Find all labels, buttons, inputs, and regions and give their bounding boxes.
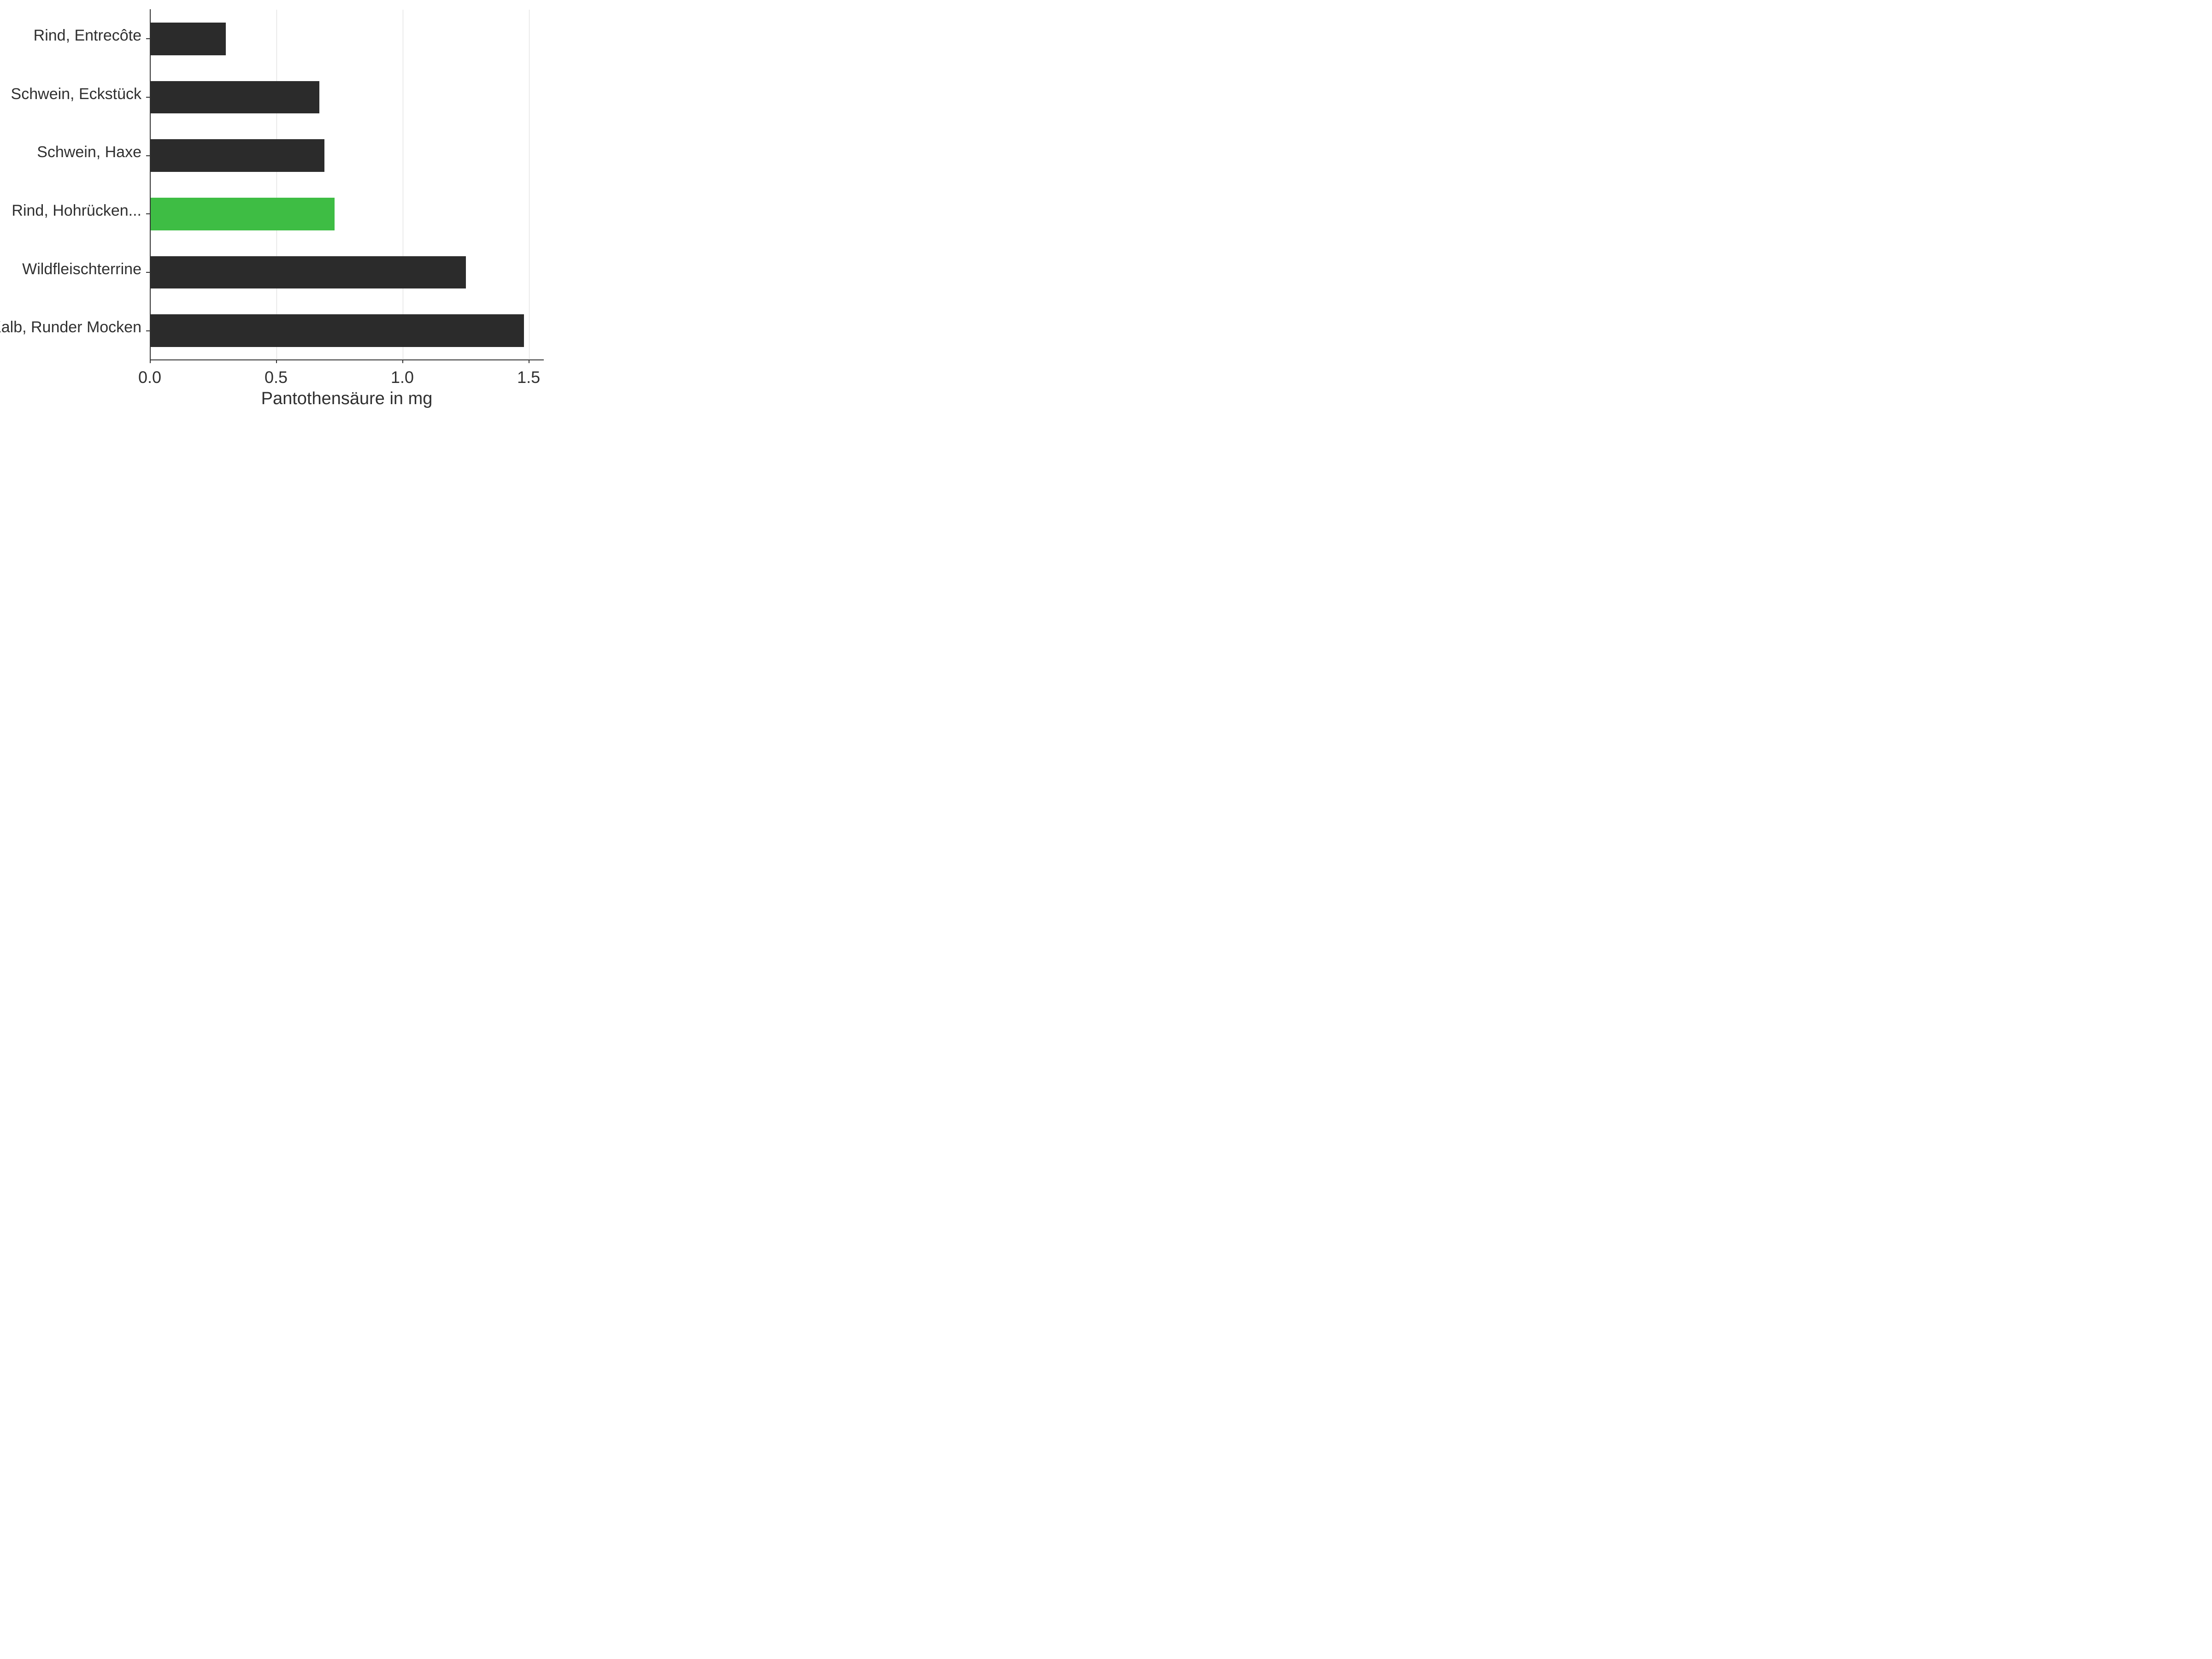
y-tick-mark <box>146 97 150 98</box>
y-axis-label: Rind, Entrecôte <box>34 27 141 45</box>
bar <box>150 139 324 172</box>
y-tick-mark <box>146 155 150 156</box>
y-tick-mark <box>146 213 150 214</box>
bar <box>150 198 335 230</box>
y-axis-line <box>150 9 151 359</box>
y-axis-label: Schwein, Eckstück <box>11 85 141 103</box>
y-axis-label: Schwein, Haxe <box>37 143 141 161</box>
y-tick-mark <box>146 330 150 331</box>
x-tick-label: 0.0 <box>131 368 168 387</box>
bar <box>150 81 319 114</box>
plot-area <box>150 9 544 359</box>
x-axis-line <box>150 359 544 360</box>
x-tick-label: 1.0 <box>384 368 421 387</box>
bar <box>150 314 524 347</box>
gridline <box>276 10 277 359</box>
x-tick-label: 1.5 <box>510 368 547 387</box>
y-tick-mark <box>146 38 150 39</box>
x-tick-label: 0.5 <box>258 368 294 387</box>
chart-container: Rind, Entrecôte Schwein, Eckstück Schwein,… <box>0 0 553 415</box>
bar <box>150 256 466 289</box>
x-axis-title: Pantothensäure in mg <box>150 389 544 409</box>
bar <box>150 23 226 55</box>
y-axis-label: Kalb, Runder Mocken <box>0 318 141 336</box>
y-axis-label: Rind, Hohrücken... <box>12 202 141 220</box>
y-tick-mark <box>146 272 150 273</box>
y-axis-label: Wildfleischterrine <box>22 260 141 278</box>
